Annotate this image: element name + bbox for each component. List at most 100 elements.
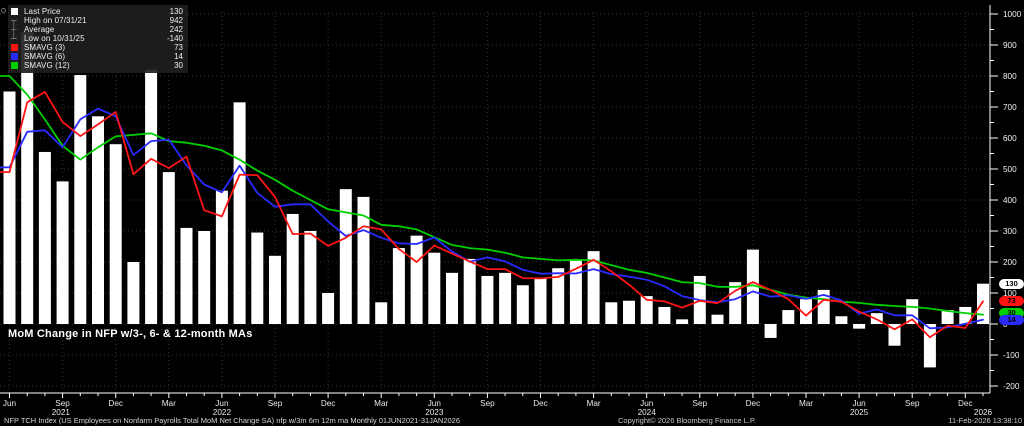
x-tick-label: Jun [215, 399, 229, 408]
x-tick-label: Mar [799, 399, 813, 408]
nfp-bar [623, 300, 635, 324]
nfp-bar [481, 275, 494, 324]
legend-row-smavg12: SMAVG (12) 30 [11, 61, 183, 70]
nfp-bar [233, 102, 246, 324]
legend-value: -140 [166, 34, 183, 43]
chart-menu-dot-icon[interactable] [1, 8, 6, 13]
nfp-bar [392, 248, 405, 324]
nfp-bar [605, 302, 618, 324]
nfp-bar [286, 213, 299, 324]
last-price-badge: 130 [999, 279, 1024, 289]
nfp-bar [127, 262, 140, 324]
sma3-value-badge: 73 [999, 296, 1024, 306]
nfp-bar [109, 144, 122, 324]
x-tick-label: Jun [3, 399, 17, 408]
legend-label: Average [24, 25, 55, 34]
year-label: 2023 [425, 408, 444, 417]
nfp-bar [640, 296, 653, 324]
legend-value: 14 [174, 52, 183, 61]
chart-legend[interactable]: Last Price 130 ┬ High on 07/31/21 942 ┼ … [8, 5, 188, 73]
y-tick-label: 1000 [1003, 10, 1022, 19]
x-tick-label: Dec [958, 399, 973, 408]
y-tick-label: 900 [1003, 41, 1017, 50]
nfp-bar [446, 272, 458, 324]
x-tick-label: Sep [693, 399, 708, 408]
nfp-bar [463, 258, 476, 324]
legend-label: SMAVG (6) [24, 52, 66, 61]
legend-row-smavg6: SMAVG (6) 14 [11, 52, 183, 61]
x-tick-label: Mar [162, 399, 176, 408]
nfp-bar [198, 231, 211, 324]
nfp-bar [269, 255, 281, 324]
legend-row-average: ┼ Average 242 [11, 25, 183, 34]
nfp-bar [251, 232, 264, 324]
nfp-bar [711, 314, 724, 324]
nfp-bar [304, 231, 317, 324]
legend-row-last-price: Last Price 130 [11, 7, 183, 16]
legend-label: High on 07/31/21 [24, 16, 87, 25]
smavg6-swatch-icon [11, 53, 18, 60]
nfp-bar [676, 319, 689, 324]
y-axis: -200-10001002003004005006007008009001000 [989, 5, 1022, 393]
nfp-bar [410, 235, 423, 324]
chart-title: MoM Change in NFP w/3-, 6- & 12-month MA… [8, 328, 253, 340]
x-tick-label: Jun [428, 399, 442, 408]
nfp-bar [74, 75, 87, 324]
nfp-bar [923, 324, 936, 368]
nfp-bar [534, 277, 547, 324]
legend-label: Low on 10/31/25 [24, 34, 85, 43]
nfp-bar [162, 172, 175, 324]
legend-label: Last Price [24, 7, 61, 16]
y-tick-label: 300 [1003, 227, 1017, 236]
year-label: 2021 [52, 408, 71, 417]
y-tick-label: -100 [1003, 351, 1020, 360]
average-marker-icon: ┼ [11, 25, 17, 34]
x-tick-label: Jun [640, 399, 654, 408]
nfp-bar [853, 324, 866, 329]
sma6-value-badge: 14 [999, 315, 1024, 325]
nfp-bar [941, 310, 954, 324]
nfp-bar [658, 306, 671, 324]
nfp-bar [552, 268, 565, 324]
nfp-bar [38, 151, 51, 324]
nfp-bar [3, 91, 16, 324]
y-tick-label: 800 [1003, 72, 1017, 81]
nfp-bar [21, 31, 34, 324]
nfp-bar [322, 293, 335, 324]
nfp-bar [428, 252, 441, 324]
timestamp: 11-Feb-2026 13:38:10 [948, 416, 1022, 425]
copyright-text: Copyright© 2026 Bloomberg Finance L.P. [618, 416, 756, 425]
x-tick-label: Mar [374, 399, 388, 408]
legend-value: 242 [169, 25, 183, 34]
year-label: 2024 [638, 408, 657, 417]
smavg-12--line [0, 75, 984, 316]
y-tick-label: 600 [1003, 134, 1017, 143]
x-tick-label: Dec [321, 399, 336, 408]
nfp-bar [569, 260, 582, 324]
legend-value: 942 [169, 16, 183, 25]
legend-value: 73 [174, 43, 183, 52]
y-tick-label: 500 [1003, 165, 1017, 174]
y-tick-label: 700 [1003, 103, 1017, 112]
nfp-bar [375, 302, 388, 324]
nfp-bar [746, 249, 759, 324]
legend-label: SMAVG (12) [24, 61, 70, 70]
nfp-bar [92, 116, 104, 324]
year-label: 2025 [850, 408, 869, 417]
smavg-6--line [0, 107, 984, 330]
x-tick-label: Dec [533, 399, 548, 408]
smavg12-swatch-icon [11, 62, 18, 69]
last-price-swatch-icon [11, 8, 18, 15]
bars-group [3, 31, 989, 368]
nfp-bar [782, 310, 795, 324]
legend-row-high: ┬ High on 07/31/21 942 [11, 16, 183, 25]
legend-value: 130 [169, 7, 183, 16]
year-label: 2026 [974, 408, 993, 417]
x-tick-label: Mar [587, 399, 601, 408]
ticker-description: NFP TCH Index (US Employees on Nonfarm P… [4, 416, 461, 425]
smavg-3--line [0, 90, 984, 339]
y-tick-label: 400 [1003, 196, 1017, 205]
x-tick-label: Sep [55, 399, 70, 408]
